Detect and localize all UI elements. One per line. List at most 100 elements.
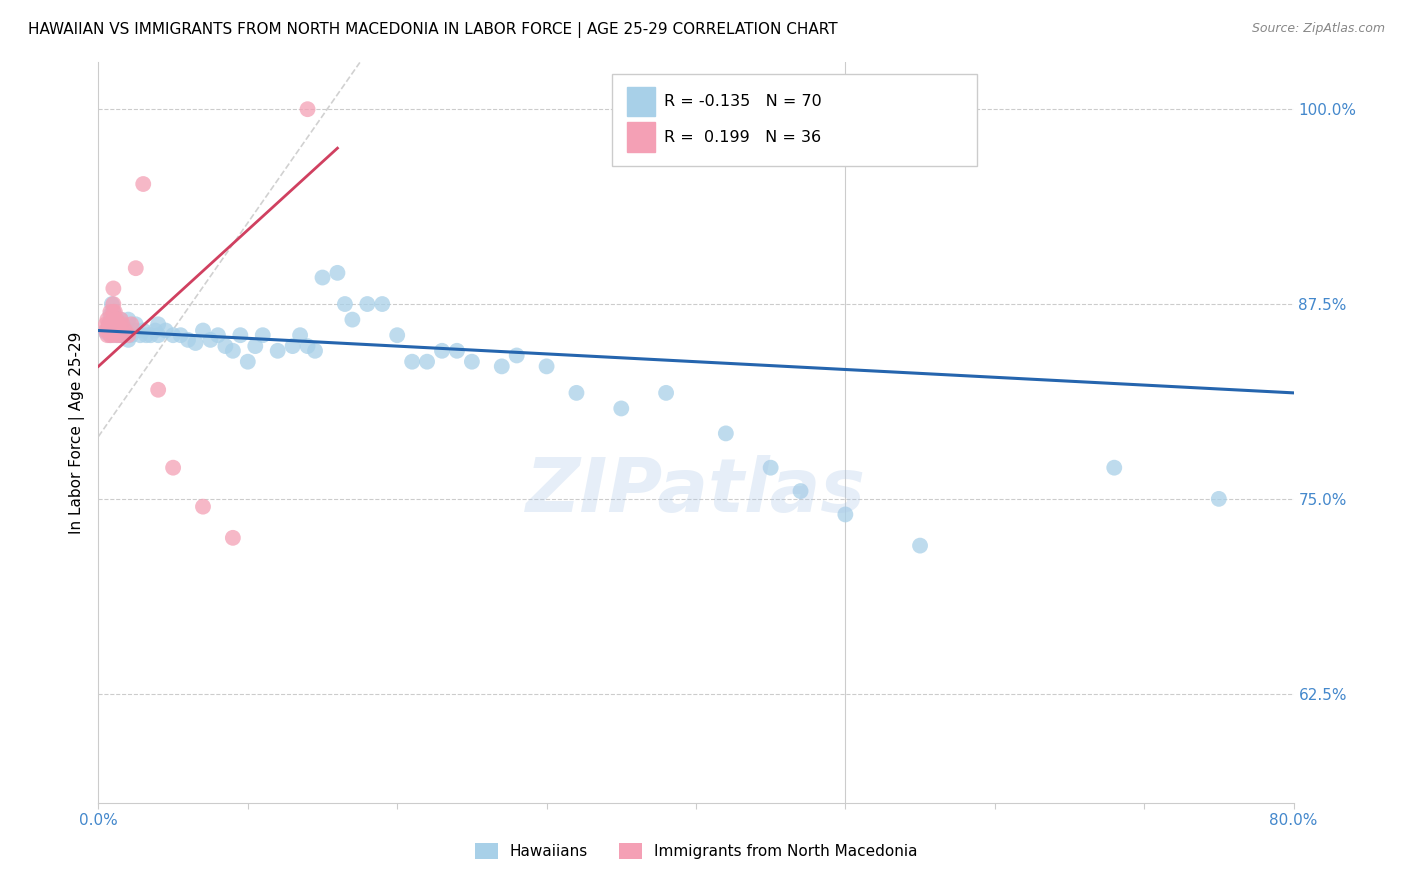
Point xyxy=(236,354,259,368)
Point xyxy=(297,102,319,116)
Point xyxy=(98,328,122,343)
Point xyxy=(110,312,132,326)
Point xyxy=(104,305,127,319)
Point xyxy=(191,324,214,338)
Point xyxy=(288,328,311,343)
Point xyxy=(120,328,142,343)
Point xyxy=(342,312,364,326)
Point xyxy=(191,500,214,514)
Point xyxy=(103,324,125,338)
Point xyxy=(297,339,319,353)
Point xyxy=(101,318,124,332)
Text: HAWAIIAN VS IMMIGRANTS FROM NORTH MACEDONIA IN LABOR FORCE | AGE 25-29 CORRELATI: HAWAIIAN VS IMMIGRANTS FROM NORTH MACEDO… xyxy=(28,22,838,38)
Text: ZIPatlas: ZIPatlas xyxy=(526,455,866,528)
Point xyxy=(610,401,633,416)
Point xyxy=(97,324,120,338)
Point xyxy=(101,324,124,338)
Point xyxy=(461,354,484,368)
Point xyxy=(120,318,142,332)
Point xyxy=(148,328,170,343)
Point xyxy=(281,339,304,353)
Point xyxy=(101,297,124,311)
Point xyxy=(125,324,148,338)
Point xyxy=(114,324,136,338)
Point xyxy=(110,328,132,343)
Point xyxy=(506,349,529,363)
Point xyxy=(98,324,122,338)
Point xyxy=(155,324,177,338)
Point xyxy=(565,385,588,400)
Point xyxy=(94,325,117,339)
Legend: Hawaiians, Immigrants from North Macedonia: Hawaiians, Immigrants from North Macedon… xyxy=(468,838,924,865)
Point xyxy=(148,318,170,332)
Point xyxy=(110,328,132,343)
Point xyxy=(103,305,125,319)
Point xyxy=(162,460,184,475)
Y-axis label: In Labor Force | Age 25-29: In Labor Force | Age 25-29 xyxy=(69,332,84,533)
Text: Source: ZipAtlas.com: Source: ZipAtlas.com xyxy=(1251,22,1385,36)
Point xyxy=(103,297,125,311)
Point xyxy=(356,297,378,311)
Point xyxy=(132,177,155,191)
Point xyxy=(135,328,157,343)
Point xyxy=(103,305,125,319)
Point xyxy=(416,354,439,368)
Point xyxy=(94,318,117,332)
Point xyxy=(125,261,148,276)
Point xyxy=(117,333,139,347)
Point xyxy=(97,318,120,332)
Point xyxy=(105,324,128,338)
Point xyxy=(132,324,155,338)
Point xyxy=(245,339,267,353)
Point xyxy=(108,324,131,338)
Point xyxy=(714,426,737,441)
Point xyxy=(111,318,134,332)
Point xyxy=(371,297,394,311)
Point xyxy=(129,328,152,343)
Point xyxy=(103,318,125,332)
Point xyxy=(536,359,558,374)
Point xyxy=(103,328,125,343)
Point xyxy=(333,297,356,311)
Point xyxy=(222,531,245,545)
Point xyxy=(96,328,118,343)
Point xyxy=(143,324,166,338)
Point xyxy=(114,324,136,338)
Point xyxy=(117,312,139,326)
Point xyxy=(110,312,132,326)
Point xyxy=(98,305,122,319)
Text: R = -0.135   N = 70: R = -0.135 N = 70 xyxy=(664,95,821,109)
Point xyxy=(104,318,127,332)
Point xyxy=(304,343,326,358)
Point xyxy=(107,318,129,332)
Point xyxy=(139,328,162,343)
Point xyxy=(229,328,252,343)
FancyBboxPatch shape xyxy=(627,122,655,152)
Point xyxy=(103,318,125,332)
Point xyxy=(222,343,245,358)
Point xyxy=(105,328,128,343)
Point xyxy=(107,328,129,343)
Point xyxy=(94,324,117,338)
Point xyxy=(97,318,120,332)
Point xyxy=(491,359,513,374)
Point xyxy=(107,320,129,334)
Point xyxy=(789,484,811,499)
FancyBboxPatch shape xyxy=(613,73,977,166)
Point xyxy=(207,328,229,343)
FancyBboxPatch shape xyxy=(627,87,655,117)
Point xyxy=(655,385,678,400)
Point xyxy=(162,328,184,343)
Point xyxy=(385,328,409,343)
Point xyxy=(103,281,125,295)
Point xyxy=(252,328,274,343)
Point xyxy=(759,460,782,475)
Point xyxy=(105,312,128,326)
Point xyxy=(214,339,236,353)
Point xyxy=(834,508,856,522)
Point xyxy=(326,266,349,280)
Point xyxy=(184,336,207,351)
Point xyxy=(267,343,290,358)
Point xyxy=(169,328,191,343)
Point xyxy=(446,343,468,358)
